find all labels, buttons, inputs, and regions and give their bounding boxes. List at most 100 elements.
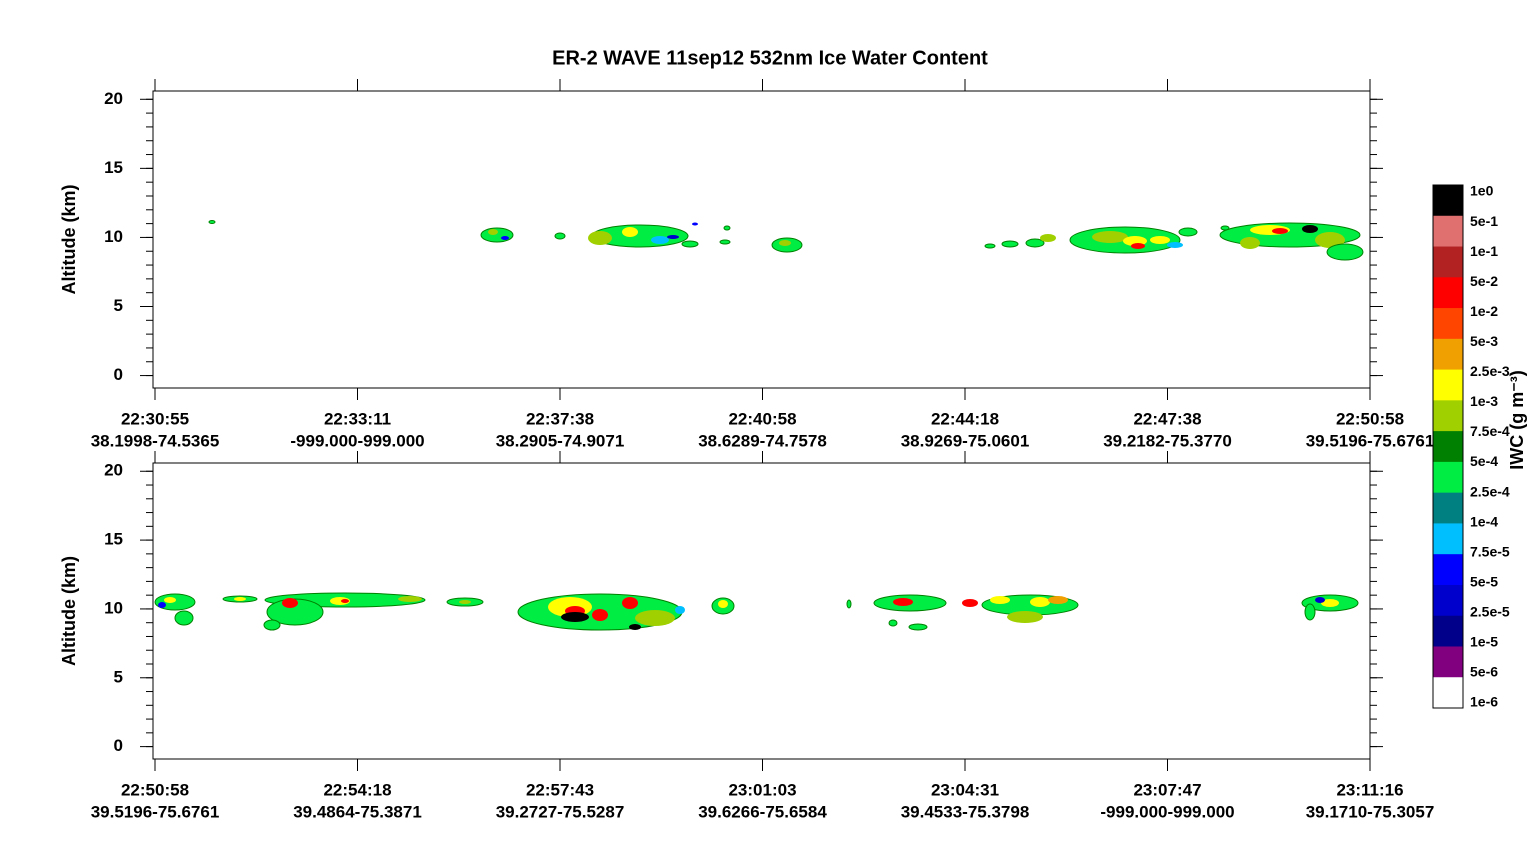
- cloud-blob: [629, 624, 641, 630]
- cloud-blob: [1131, 243, 1145, 249]
- cloud-blob: [622, 597, 638, 609]
- y-tick-label: 5: [114, 296, 123, 315]
- x-tick-position: 39.5196-75.6761: [1306, 431, 1435, 450]
- colorbar-frame: [1432, 184, 1464, 709]
- y-tick-label: 5: [114, 667, 123, 686]
- cloud-blob: [692, 222, 698, 226]
- cloud-blob: [592, 609, 608, 621]
- x-tick-position: 39.6266-75.6584: [698, 802, 827, 821]
- colorbar-label: 5e-3: [1470, 333, 1498, 349]
- colorbar-label: 5e-4: [1470, 453, 1498, 469]
- colorbar-label: 7.5e-5: [1470, 543, 1510, 559]
- y-tick-label: 20: [104, 461, 123, 480]
- cloud-blob: [990, 596, 1010, 604]
- cloud-blob: [893, 598, 913, 606]
- cloud-blob: [723, 225, 731, 231]
- x-tick-time: 22:50:58: [121, 780, 189, 799]
- cloud-blob: [501, 236, 509, 240]
- colorbar-label: 5e-5: [1470, 573, 1498, 589]
- cloud-blob: [846, 599, 852, 609]
- y-tick-label: 10: [104, 227, 123, 246]
- cloud-blob: [984, 243, 996, 249]
- y-tick-label: 15: [104, 158, 123, 177]
- x-tick-time: 23:11:16: [1336, 780, 1403, 799]
- colorbar-swatch: [1433, 338, 1463, 371]
- x-tick-position: 38.6289-74.7578: [698, 431, 827, 450]
- cloud-blob: [1240, 237, 1260, 249]
- cloud-blob: [263, 619, 281, 631]
- colorbar-label: 1e-2: [1470, 303, 1498, 319]
- cloud-blob: [459, 600, 471, 604]
- y-tick-label: 10: [104, 598, 123, 617]
- y-tick-label: 0: [114, 736, 123, 755]
- x-tick-time: 22:50:58: [1336, 409, 1404, 428]
- colorbar-swatch: [1433, 615, 1463, 647]
- cloud-blob: [1178, 227, 1198, 237]
- cloud-blob: [651, 236, 669, 244]
- colorbar-swatch: [1433, 677, 1463, 709]
- cloud-blob: [681, 240, 699, 248]
- x-tick-position: 39.5196-75.6761: [91, 802, 220, 821]
- cloud-blob: [718, 600, 728, 608]
- x-tick-position: 38.1998-74.5365: [91, 431, 220, 450]
- cloud-blob: [1220, 225, 1230, 231]
- cloud-blob: [667, 235, 679, 239]
- cloud-blob: [1007, 611, 1043, 623]
- cloud-blob: [1092, 231, 1128, 243]
- x-tick-position: -999.000-999.000: [1100, 802, 1234, 821]
- colorbar-swatch: [1433, 523, 1463, 555]
- colorbar-swatch: [1433, 584, 1463, 617]
- cloud-blob: [234, 597, 246, 601]
- colorbar-swatch: [1433, 554, 1463, 586]
- cloud-blob: [635, 610, 675, 626]
- colorbar-title: IWC (g m⁻³): [1507, 370, 1527, 469]
- y-tick-label: 0: [114, 365, 123, 384]
- cloud-blob: [1321, 599, 1339, 607]
- x-tick-time: 22:40:58: [728, 409, 796, 428]
- colorbar-swatch: [1433, 246, 1463, 278]
- cloud-blob: [888, 619, 898, 627]
- x-tick-time: 22:37:38: [526, 409, 594, 428]
- colorbar-label: 5e-6: [1470, 664, 1498, 680]
- x-tick-time: 23:07:47: [1133, 780, 1201, 799]
- cloud-blob: [480, 227, 514, 243]
- x-tick-position: 39.2182-75.3770: [1103, 431, 1232, 450]
- cloud-blob: [1030, 597, 1050, 607]
- cloud-blob: [719, 239, 731, 245]
- colorbar-swatch: [1433, 277, 1463, 309]
- colorbar-label: 2.5e-3: [1470, 363, 1510, 379]
- x-tick-position: 39.4533-75.3798: [901, 802, 1030, 821]
- x-tick-time: 22:47:38: [1133, 409, 1201, 428]
- cloud-field: [154, 592, 1359, 631]
- cloud-blob: [266, 598, 324, 626]
- colorbar-swatch: [1433, 369, 1463, 401]
- x-tick-time: 22:54:18: [323, 780, 391, 799]
- cloud-blob: [622, 227, 638, 237]
- cloud-blob: [554, 232, 566, 240]
- colorbar-swatch: [1433, 492, 1463, 524]
- cloud-blob: [1150, 236, 1170, 244]
- x-tick-position: 39.1710-75.3057: [1306, 802, 1435, 821]
- colorbar-swatch: [1433, 461, 1463, 494]
- y-tick-label: 15: [104, 530, 123, 549]
- cloud-blob: [908, 623, 928, 631]
- colorbar-label: 1e-1: [1470, 243, 1498, 259]
- cloud-blob: [1167, 242, 1183, 248]
- x-tick-time: 23:04:31: [931, 780, 999, 799]
- chart-title: ER-2 WAVE 11sep12 532nm Ice Water Conten…: [552, 47, 988, 69]
- cloud-blob: [779, 240, 791, 246]
- colorbar-swatch: [1433, 400, 1463, 432]
- cloud-blob: [1001, 240, 1019, 248]
- cloud-blob: [282, 598, 298, 608]
- colorbar-label: 2.5e-5: [1470, 604, 1510, 620]
- cloud-blob: [1326, 243, 1364, 261]
- colorbar-label: 1e-3: [1470, 393, 1498, 409]
- colorbar-label: 1e-5: [1470, 634, 1498, 650]
- cloud-blob: [341, 599, 349, 603]
- x-tick-time: 22:57:43: [526, 780, 594, 799]
- y-axis-label: Altitude (km): [59, 556, 79, 666]
- cloud-blob: [675, 606, 685, 614]
- cloud-blob: [1040, 234, 1056, 242]
- cloud-blob: [1048, 596, 1068, 604]
